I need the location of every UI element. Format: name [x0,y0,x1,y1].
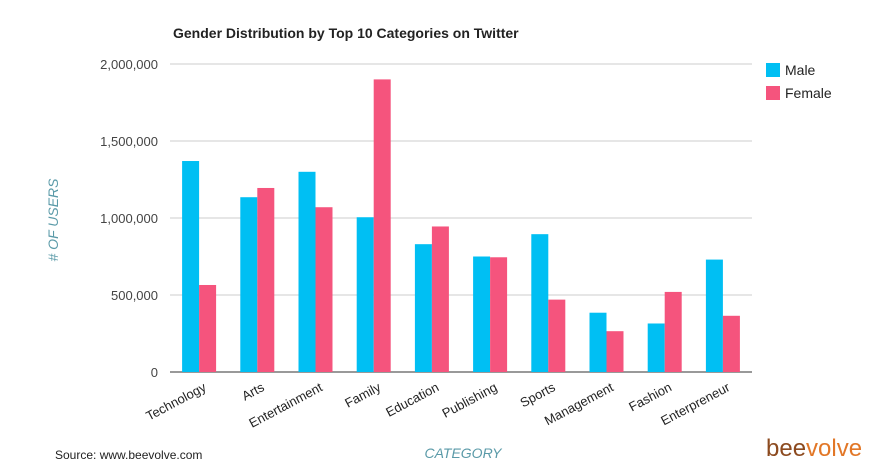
y-tick-label: 0 [151,365,158,380]
legend: Male Female [766,62,832,101]
legend-swatch-male [766,63,780,77]
y-tick-label: 2,000,000 [100,57,158,72]
bar-female-technology [199,284,217,372]
bar-male-publishing [473,256,491,372]
chart-title: Gender Distribution by Top 10 Categories… [173,25,519,41]
bar-female-entertainment [315,207,333,372]
x-tick-label: Publishing [439,379,499,420]
bar-female-management [606,331,624,372]
bar-male-education [414,244,432,372]
x-tick-label: Technology [143,379,209,423]
logo-part-bee: bee [766,435,806,462]
bar-female-publishing [490,257,508,372]
bar-female-fashion [664,291,682,372]
x-tick-label: Family [342,379,383,410]
source-note: Source: www.beevolve.com [55,448,202,462]
y-axis-ticks: 0 500,000 1,000,000 1,500,000 2,000,000 [100,57,158,380]
bar-male-fashion [647,323,665,372]
bar-male-management [589,312,607,372]
bar-male-sports [531,234,549,372]
bar-female-family [373,79,391,373]
legend-label-female: Female [785,85,832,101]
x-axis-title: CATEGORY [424,445,503,461]
legend-label-male: Male [785,62,816,78]
bar-female-sports [548,299,566,372]
x-tick-label: Education [383,379,441,419]
x-tick-label: Arts [239,379,267,403]
y-tick-label: 500,000 [111,288,158,303]
x-tick-label: Fashion [626,379,674,414]
logo-part-volve: volve [806,435,862,462]
bar-male-entertainment [298,171,316,372]
bar-male-enterpreneur [705,259,723,372]
bar-male-technology [182,161,200,372]
x-tick-label: Sports [517,379,558,410]
bars [182,79,740,373]
bar-female-education [431,226,449,372]
legend-swatch-female [766,86,780,100]
y-axis-title: # OF USERS [45,178,61,262]
bar-male-arts [240,197,258,372]
beevolve-logo: beevolve [766,435,862,462]
y-tick-label: 1,000,000 [100,211,158,226]
bar-female-arts [257,187,275,372]
y-tick-label: 1,500,000 [100,134,158,149]
bar-female-enterpreneur [722,315,740,372]
bar-male-family [356,217,374,372]
